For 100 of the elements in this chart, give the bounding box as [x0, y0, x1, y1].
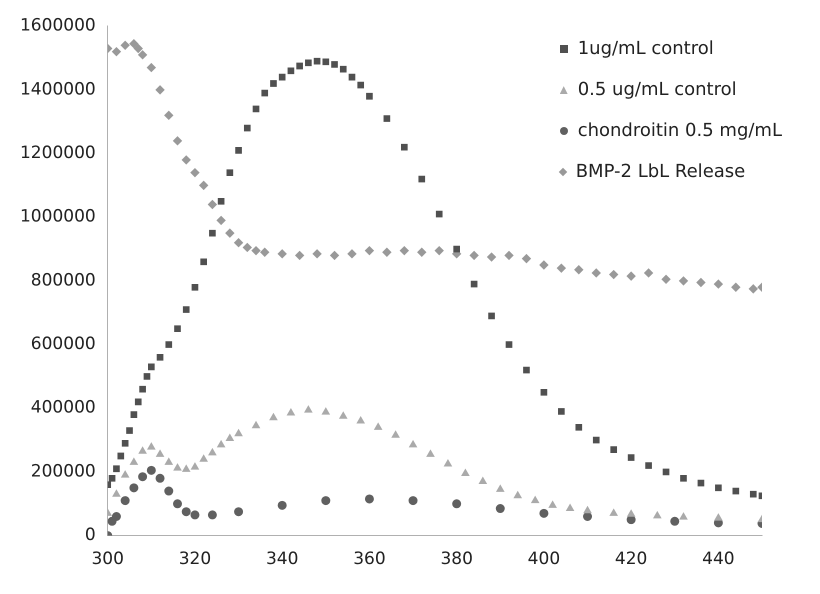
point	[108, 474, 116, 482]
x-tick-label: 420	[614, 549, 648, 570]
point	[382, 248, 392, 257]
x-tick-label: 320	[178, 549, 212, 570]
point	[120, 40, 130, 50]
point	[112, 47, 121, 56]
point	[234, 429, 243, 436]
point	[165, 341, 172, 348]
point	[139, 386, 146, 392]
legend-label: chondroitin 0.5 mg/mL	[578, 120, 782, 141]
point	[182, 507, 191, 516]
point	[192, 284, 198, 291]
point	[662, 468, 670, 476]
point	[209, 230, 216, 236]
point	[680, 512, 688, 520]
point	[130, 411, 138, 418]
point	[260, 248, 270, 257]
point	[470, 280, 478, 288]
point	[453, 246, 460, 252]
point	[678, 276, 688, 286]
x-tick-label: 300	[91, 549, 124, 570]
point	[321, 496, 330, 506]
point	[592, 268, 601, 278]
point	[714, 514, 722, 521]
point	[208, 448, 216, 456]
point	[364, 494, 374, 504]
point	[278, 74, 286, 80]
point	[698, 480, 704, 486]
point	[120, 496, 130, 506]
point	[609, 270, 618, 280]
point	[146, 63, 156, 72]
point	[548, 500, 557, 508]
point	[261, 90, 268, 96]
point	[138, 472, 148, 482]
point	[117, 452, 124, 460]
y-tick-label: 1600000	[20, 16, 96, 36]
point	[436, 210, 443, 218]
point	[174, 325, 181, 332]
point	[252, 421, 260, 428]
point	[235, 147, 242, 154]
point	[226, 169, 234, 176]
point	[523, 366, 530, 374]
x-tick-label: 340	[266, 549, 298, 570]
point	[461, 469, 470, 476]
point	[488, 312, 495, 320]
y-tick-label: 1000000	[20, 206, 96, 227]
point	[670, 516, 680, 526]
y-tick-label: 600000	[30, 334, 96, 354]
point	[121, 470, 130, 478]
point	[522, 254, 531, 264]
point	[304, 406, 312, 413]
point	[357, 82, 364, 88]
point	[242, 242, 252, 252]
point	[252, 106, 260, 112]
point	[478, 476, 487, 484]
point	[134, 44, 143, 53]
point	[408, 496, 418, 506]
point	[575, 424, 582, 431]
point	[504, 250, 514, 260]
point	[164, 486, 174, 496]
x-tick-label: 400	[528, 549, 560, 570]
point	[452, 499, 462, 508]
legend-label: 1ug/mL control	[578, 38, 714, 59]
point	[144, 373, 150, 380]
y-tick-label: 200000	[30, 461, 96, 482]
point	[156, 450, 164, 457]
point	[653, 511, 662, 518]
point	[531, 496, 540, 504]
point	[540, 389, 548, 396]
point	[750, 490, 757, 498]
point	[218, 198, 224, 205]
y-tick-label: 800000	[30, 270, 96, 290]
point	[156, 85, 165, 94]
y-tick-label: 1200000	[20, 142, 96, 163]
x-tick-label: 380	[440, 549, 473, 570]
point	[126, 427, 133, 434]
point	[200, 454, 208, 462]
point	[312, 249, 322, 258]
point	[626, 272, 636, 281]
point	[174, 464, 182, 471]
point	[164, 458, 173, 465]
point	[112, 490, 120, 497]
point	[645, 462, 652, 469]
point	[366, 92, 373, 100]
point	[164, 110, 174, 120]
point	[314, 58, 320, 65]
point	[347, 249, 356, 258]
point	[122, 440, 128, 447]
point	[584, 506, 592, 514]
point	[234, 238, 244, 248]
point	[574, 265, 584, 274]
point	[270, 413, 278, 420]
point	[134, 398, 142, 406]
point	[610, 446, 618, 453]
point	[130, 458, 138, 465]
point	[339, 412, 348, 419]
point	[506, 341, 512, 348]
point	[296, 62, 303, 70]
point	[234, 507, 244, 516]
legend-label: 0.5 ug/mL control	[578, 79, 737, 100]
